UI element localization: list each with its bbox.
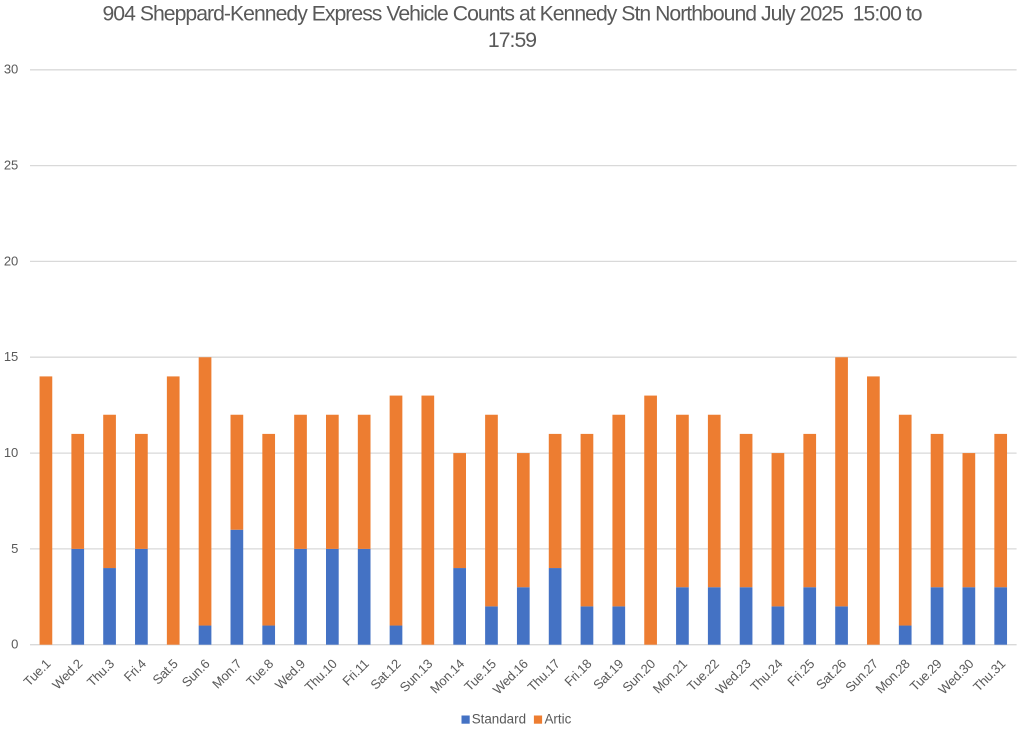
svg-text:25: 25 — [4, 158, 18, 173]
svg-text:Standard: Standard — [472, 712, 526, 727]
svg-text:15: 15 — [4, 349, 18, 364]
svg-text:Artic: Artic — [545, 712, 572, 727]
svg-text:30: 30 — [4, 62, 18, 77]
svg-text:17:59: 17:59 — [488, 29, 536, 52]
svg-text:904 Sheppard-Kennedy Express V: 904 Sheppard-Kennedy Express Vehicle Cou… — [102, 3, 921, 26]
svg-text:20: 20 — [4, 253, 18, 268]
svg-text:5: 5 — [11, 541, 18, 556]
svg-text:0: 0 — [11, 637, 18, 652]
svg-text:10: 10 — [4, 445, 18, 460]
